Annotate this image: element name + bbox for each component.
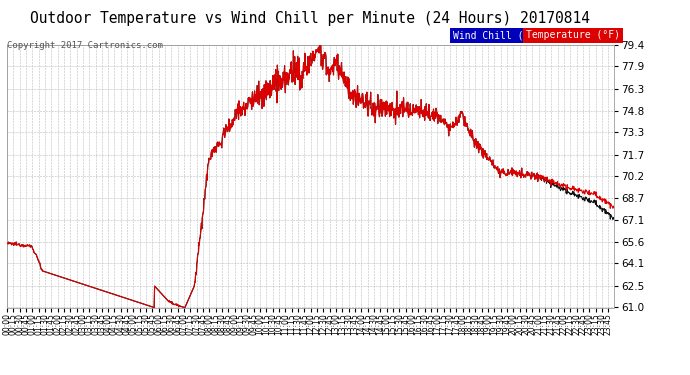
Text: Temperature (°F): Temperature (°F)	[526, 30, 620, 40]
Text: Outdoor Temperature vs Wind Chill per Minute (24 Hours) 20170814: Outdoor Temperature vs Wind Chill per Mi…	[30, 11, 591, 26]
Text: Copyright 2017 Cartronics.com: Copyright 2017 Cartronics.com	[7, 41, 163, 50]
Text: Wind Chill (°F): Wind Chill (°F)	[453, 30, 542, 40]
